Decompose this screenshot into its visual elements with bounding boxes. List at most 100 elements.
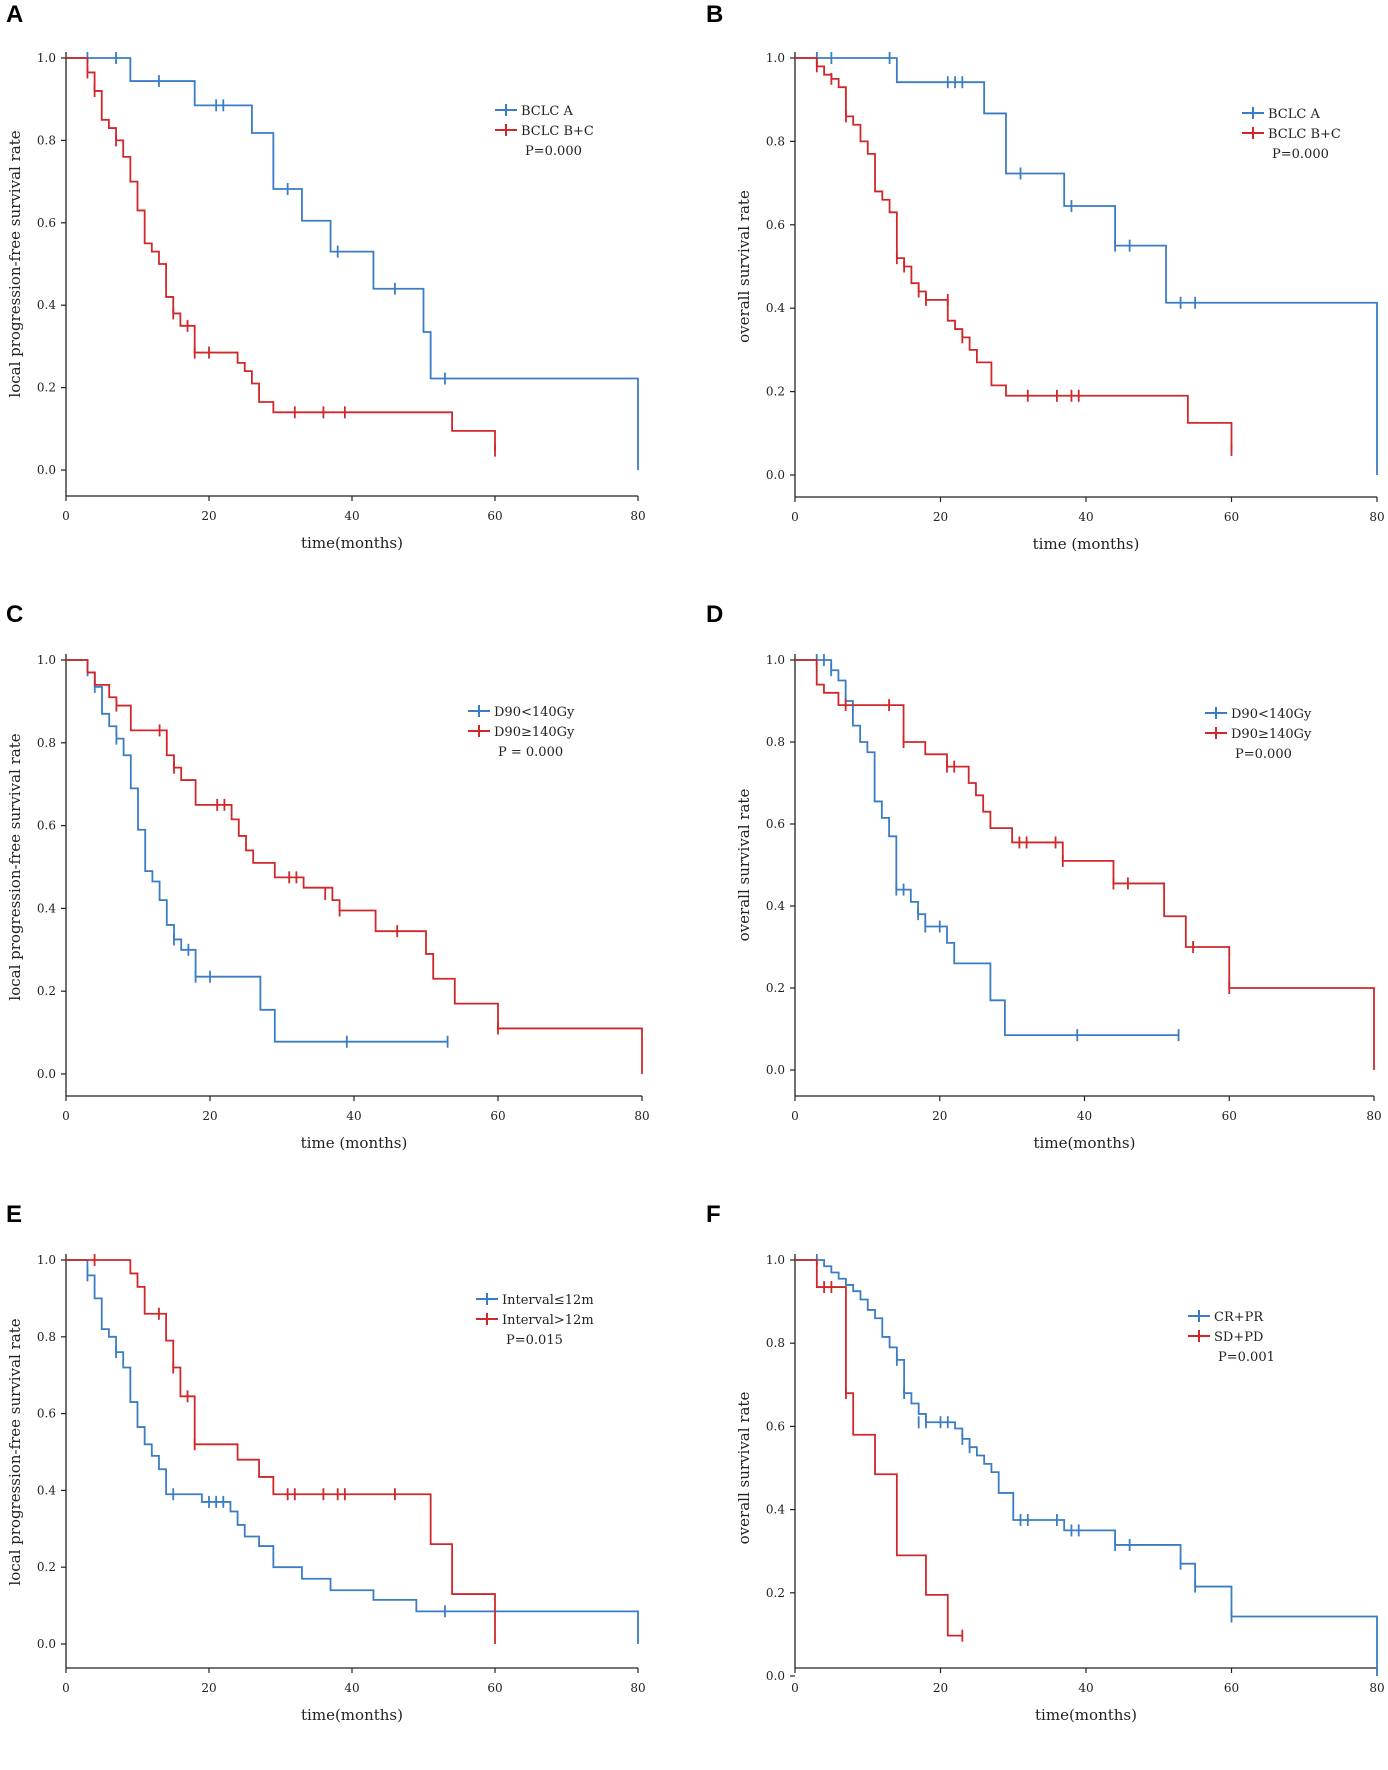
survival-curve-bclc-b-c [66, 57, 496, 451]
x-tick-label: 80 [1369, 510, 1384, 524]
y-tick-label: 0.0 [766, 1063, 785, 1077]
y-tick-label: 1.0 [766, 51, 785, 65]
panel-letter-e: E [6, 1201, 22, 1228]
legend-label: CR+PR [1214, 1310, 1264, 1325]
y-tick-label: 0.4 [766, 899, 785, 913]
p-value-label: P=0.000 [1272, 147, 1329, 162]
x-tick-label: 20 [201, 509, 216, 523]
panel-b: B 0 20 40 60 80 0.0 0.2 0.4 0.6 0.8 1.0 time (month… [706, 1, 1385, 553]
x-tick-label: 60 [490, 1109, 505, 1123]
y-tick-label: 0.6 [37, 1407, 56, 1421]
x-axis-label: time(months) [301, 534, 403, 552]
x-tick-label: 20 [201, 1681, 216, 1695]
legend-label: D90≥140Gy [494, 725, 575, 740]
x-tick-label: 60 [1222, 1109, 1237, 1123]
y-tick-label: 1.0 [37, 653, 56, 667]
y-tick-label: 0.2 [37, 1560, 56, 1574]
p-value-label: P=0.001 [1218, 1350, 1275, 1365]
x-tick-label: 60 [1224, 510, 1239, 524]
legend-label: BCLC B+C [521, 124, 594, 139]
y-tick-label: 0.8 [766, 134, 785, 148]
x-tick-label: 40 [1077, 1109, 1092, 1123]
x-tick-label: 0 [791, 1109, 799, 1123]
x-tick-label: 0 [62, 1109, 70, 1123]
survival-curve-d90-140gy [66, 659, 643, 1074]
y-axis-label: local progression-free survival rate [6, 130, 24, 397]
y-tick-label: 0.6 [766, 1419, 785, 1433]
x-tick-label: 0 [62, 509, 70, 523]
y-tick-label: 0.8 [37, 133, 56, 147]
x-axis-label: time(months) [1035, 1706, 1137, 1724]
y-tick-label: 0.2 [37, 984, 56, 998]
x-tick-label: 40 [1078, 1681, 1093, 1695]
survival-curve-d90-140gy [795, 659, 1375, 1070]
y-tick-label: 0.0 [37, 463, 56, 477]
x-tick-label: 80 [1369, 1681, 1384, 1695]
legend-label: D90≥140Gy [1231, 727, 1312, 742]
x-tick-label: 20 [933, 510, 948, 524]
survival-curve-cr-pr [795, 1259, 1378, 1676]
panel-letter-c: C [6, 601, 23, 628]
y-tick-label: 0.6 [37, 216, 56, 230]
panel-letter-b: B [706, 1, 723, 28]
y-tick-label: 1.0 [37, 51, 56, 65]
y-tick-label: 0.4 [37, 1483, 56, 1497]
p-value-label: P=0.015 [506, 1333, 563, 1348]
x-tick-label: 40 [344, 1681, 359, 1695]
y-axis-label: overall survival rate [735, 190, 753, 343]
legend-label: BCLC A [521, 104, 573, 119]
panel-letter-a: A [6, 1, 23, 28]
y-tick-label: 0.0 [37, 1067, 56, 1081]
y-tick-label: 0.4 [37, 901, 56, 915]
legend-label: D90<140Gy [494, 705, 575, 720]
x-axis-label: time (months) [301, 1134, 408, 1152]
panel-letter-d: D [706, 601, 723, 628]
panel-e: E 0 20 40 60 80 0.0 0.2 0.4 0.6 0.8 1.0 time(months… [6, 1201, 646, 1724]
x-tick-label: 80 [1366, 1109, 1381, 1123]
survival-curve-bclc-a [795, 57, 1378, 475]
legend-label: SD+PD [1214, 1330, 1263, 1345]
y-tick-label: 0.4 [766, 1503, 785, 1517]
p-value-label: P=0.000 [525, 144, 582, 159]
y-tick-label: 0.4 [766, 301, 785, 315]
x-tick-label: 80 [634, 1109, 649, 1123]
y-axis-label: overall survival rate [735, 789, 753, 942]
x-axis-label: time(months) [301, 1706, 403, 1724]
y-tick-label: 0.0 [37, 1637, 56, 1651]
y-tick-label: 1.0 [37, 1253, 56, 1267]
y-tick-label: 0.6 [766, 218, 785, 232]
x-tick-label: 40 [1078, 510, 1093, 524]
x-tick-label: 20 [202, 1109, 217, 1123]
x-axis-label: time(months) [1034, 1134, 1136, 1152]
y-tick-label: 0.0 [766, 468, 785, 482]
y-tick-label: 0.2 [766, 1586, 785, 1600]
x-tick-label: 80 [630, 509, 645, 523]
y-axis-label: overall survival rate [735, 1392, 753, 1545]
y-tick-label: 0.0 [766, 1669, 785, 1683]
y-tick-label: 0.8 [766, 735, 785, 749]
legend-label: D90<140Gy [1231, 707, 1312, 722]
survival-curve-bclc-b-c [795, 57, 1233, 450]
y-tick-label: 1.0 [766, 653, 785, 667]
panel-c: C 0 20 40 60 80 0.0 0.2 0.4 0.6 0.8 1.0 time (month… [6, 601, 650, 1152]
x-tick-label: 20 [932, 1109, 947, 1123]
x-tick-label: 0 [62, 1681, 70, 1695]
x-tick-label: 60 [487, 509, 502, 523]
p-value-label: P=0.000 [1235, 747, 1292, 762]
x-tick-label: 80 [630, 1681, 645, 1695]
y-tick-label: 0.4 [37, 298, 56, 312]
panel-a: A 0 20 40 60 80 0.0 0.2 0.4 0.6 0.8 1.0 time(months… [6, 1, 646, 552]
panel-letter-f: F [706, 1201, 721, 1228]
x-axis-label: time (months) [1033, 535, 1140, 553]
y-tick-label: 0.2 [766, 385, 785, 399]
p-value-label: P = 0.000 [498, 745, 563, 760]
x-tick-label: 40 [346, 1109, 361, 1123]
panel-d: D 0 20 40 60 80 0.0 0.2 0.4 0.6 0.8 1.0 time(months… [706, 601, 1382, 1152]
y-tick-label: 0.8 [37, 1330, 56, 1344]
y-tick-label: 0.2 [766, 981, 785, 995]
x-tick-label: 40 [344, 509, 359, 523]
legend-label: Interval≤12m [502, 1293, 594, 1308]
y-tick-label: 0.2 [37, 381, 56, 395]
legend-label: BCLC A [1268, 107, 1320, 122]
